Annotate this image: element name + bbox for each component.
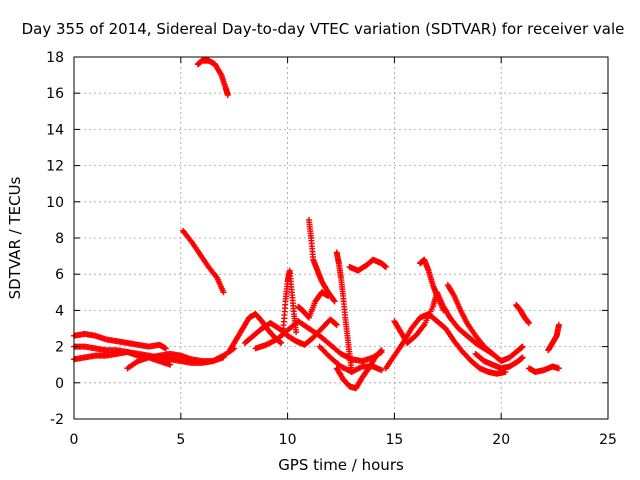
data-point (333, 321, 340, 328)
data-point (519, 343, 526, 350)
y-tick-label: -2 (50, 412, 64, 428)
series-arc-late-rise-b (391, 289, 496, 357)
data-point (330, 297, 337, 304)
x-tick-label: 25 (599, 432, 617, 448)
series-arc-spike-12 (333, 249, 355, 375)
x-tick-label: 10 (279, 432, 297, 448)
y-tick-label: 16 (46, 86, 64, 102)
series-arc-low-early-a (71, 330, 169, 352)
series-arc-high (194, 57, 231, 99)
data-point (378, 367, 385, 374)
x-tick-label: 5 (176, 432, 185, 448)
y-tick-label: 14 (46, 122, 64, 138)
y-tick-label: 2 (55, 340, 64, 356)
data-point (167, 361, 174, 368)
y-tick-label: 10 (46, 195, 64, 211)
series-arc-late-c (444, 282, 526, 365)
series-arc-low-early-c (71, 343, 174, 368)
data-point (377, 348, 384, 355)
series-arc-late-peak (417, 256, 447, 314)
series-arc-late-e (513, 301, 532, 327)
data-point (325, 292, 332, 299)
x-tick-label: 20 (492, 432, 510, 448)
data-point (224, 92, 231, 99)
series-arc-upper-mid-b (295, 289, 332, 321)
data-point (331, 298, 338, 305)
x-axis-label: GPS time / hours (278, 456, 404, 474)
data-point (519, 354, 526, 361)
series-arc-late-rise-a (382, 311, 509, 377)
y-tick-label: 6 (55, 267, 64, 283)
data-point (555, 321, 562, 328)
axis-ticks: 0 5 10 15 20 25 -2 0 2 4 6 8 10 12 14 16 18 (46, 50, 617, 448)
y-tick-label: 12 (46, 159, 64, 175)
y-tick-label: 0 (55, 376, 64, 392)
x-tick-label: 15 (385, 432, 403, 448)
data-point (378, 347, 385, 354)
data-point (555, 365, 562, 372)
series-arc-spike-11 (305, 216, 338, 305)
data-point (525, 320, 532, 327)
series-arc-descending (179, 227, 227, 296)
series-arc-low-dip-b (316, 343, 385, 375)
y-axis-label: SDTVAR / TECUs (6, 176, 24, 299)
y-tick-label: 4 (55, 303, 64, 319)
data-point (162, 345, 169, 352)
data-point (278, 339, 285, 346)
y-tick-label: 18 (46, 50, 64, 66)
x-tick-label: 0 (70, 432, 79, 448)
series-arc-late-f (525, 363, 562, 375)
series-arc-upper-mid (346, 256, 389, 274)
chart-title: Day 355 of 2014, Sidereal Day-to-day VTE… (22, 20, 625, 38)
data-point (382, 263, 389, 270)
series-arc-spike-10 (280, 267, 300, 336)
series-arc-late-g (545, 321, 562, 354)
y-tick-label: 8 (55, 231, 64, 247)
data-point (220, 289, 227, 296)
data-point (440, 307, 447, 314)
data-point (293, 329, 300, 336)
data-series (71, 57, 562, 392)
series-arc-late-d (472, 350, 526, 372)
